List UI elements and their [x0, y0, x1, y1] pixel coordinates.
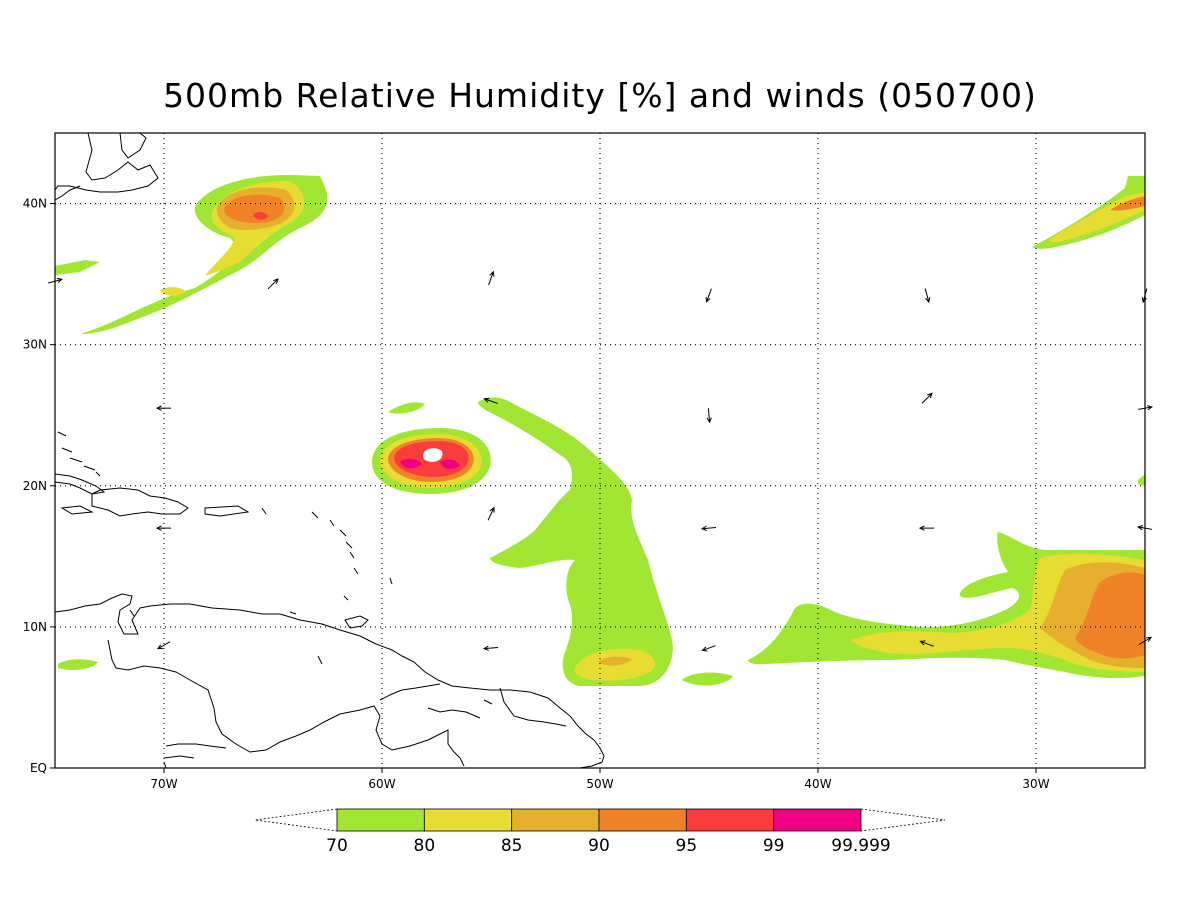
x-tick-label: 40W: [804, 777, 831, 791]
colorbar-label-last: 99.999: [831, 836, 890, 856]
colorbar-bin: [336, 808, 425, 832]
x-tick-label: 70W: [150, 777, 177, 791]
x-axis-ticks: 70W 60W 50W 40W 30W: [150, 768, 1050, 791]
y-tick-label: 30N: [23, 338, 47, 352]
colorbar-bin: [511, 808, 600, 832]
colorbar-label: 80: [414, 836, 436, 856]
y-axis-ticks: EQ 10N 20N 30N 40N: [23, 197, 55, 775]
wind-arrow: [701, 645, 716, 652]
wind-arrow: [488, 270, 495, 286]
coast-lesser-antilles: [261, 507, 393, 601]
coast-puerto-rico: [204, 505, 250, 517]
wind-arrow: [700, 525, 717, 531]
wind-arrow: [705, 288, 712, 303]
contour-95-nw: [253, 212, 268, 220]
colorbar-label: 85: [501, 836, 523, 856]
contour-70-sw-patch: [58, 659, 98, 670]
contour-99-hurricane: [400, 458, 460, 470]
coast-jamaica: [60, 505, 94, 515]
coast-venezuela-interior: [107, 639, 465, 767]
wind-arrow: [482, 645, 499, 651]
y-tick-label: EQ: [30, 761, 47, 775]
coast-bahamas: [57, 431, 101, 477]
x-tick-label: 60W: [368, 777, 395, 791]
wind-arrow: [156, 641, 171, 650]
y-tick-label: 40N: [23, 197, 47, 211]
coast-cuba: [55, 473, 106, 495]
colorbar-right-extension: [860, 808, 946, 832]
wind-arrow: [919, 640, 934, 647]
wind-arrow: [921, 392, 933, 404]
colorbar-label: 90: [588, 836, 610, 856]
contour-85-central: [598, 656, 632, 666]
wind-arrow: [487, 506, 495, 521]
contour-70-nw-small: [55, 260, 100, 275]
y-tick-label: 10N: [23, 620, 47, 634]
wind-arrow: [267, 278, 279, 290]
wind-arrow: [155, 405, 171, 411]
x-tick-label: 50W: [586, 777, 613, 791]
contour-70-central-blob: [682, 672, 733, 686]
wind-arrow: [706, 408, 712, 424]
chart-title: 500mb Relative Humidity [%] and winds (0…: [163, 76, 1037, 115]
y-tick-label: 20N: [23, 479, 47, 493]
contour-80-nw-spot: [160, 287, 186, 296]
colorbar-label: 99: [763, 836, 785, 856]
coast-islands-south: [129, 609, 493, 705]
wind-arrow: [924, 288, 931, 304]
humidity-contours: [55, 175, 1145, 686]
colorbar-bin: [685, 808, 775, 832]
coast-new-england: [55, 185, 81, 201]
colorbar-bin: [423, 808, 513, 832]
wind-arrow: [155, 525, 171, 531]
colorbar-bin: [598, 808, 687, 832]
coast-hispaniola: [91, 487, 189, 517]
contour-70-east-edge: [1138, 474, 1145, 486]
colorbar-bin: [773, 808, 862, 832]
contour-90-nw: [224, 194, 285, 224]
contour-90-east-band: [1075, 572, 1145, 659]
coastlines: [55, 133, 605, 768]
coast-north-america: [55, 133, 159, 193]
coast-south-america: [55, 593, 605, 768]
contour-70-hurricane-band: [388, 402, 425, 414]
colorbar-label: 70: [326, 836, 348, 856]
graticule: [55, 133, 1145, 768]
x-tick-label: 30W: [1022, 777, 1049, 791]
wind-arrow: [918, 525, 934, 531]
colorbar-label: 95: [676, 836, 698, 856]
coast-newfoundland-area: [119, 133, 147, 159]
contour-90-ne-corner: [1110, 196, 1145, 211]
colorbar: 70 80 85 90 95 99 99.999: [254, 808, 946, 856]
colorbar-left-extension: [254, 808, 338, 832]
wind-arrow: [483, 397, 498, 404]
hurricane-eye: [422, 447, 443, 463]
coast-south-interior: [163, 743, 227, 768]
coast-guianas-border: [379, 683, 567, 727]
contour-70-central-tongue: [478, 397, 673, 686]
